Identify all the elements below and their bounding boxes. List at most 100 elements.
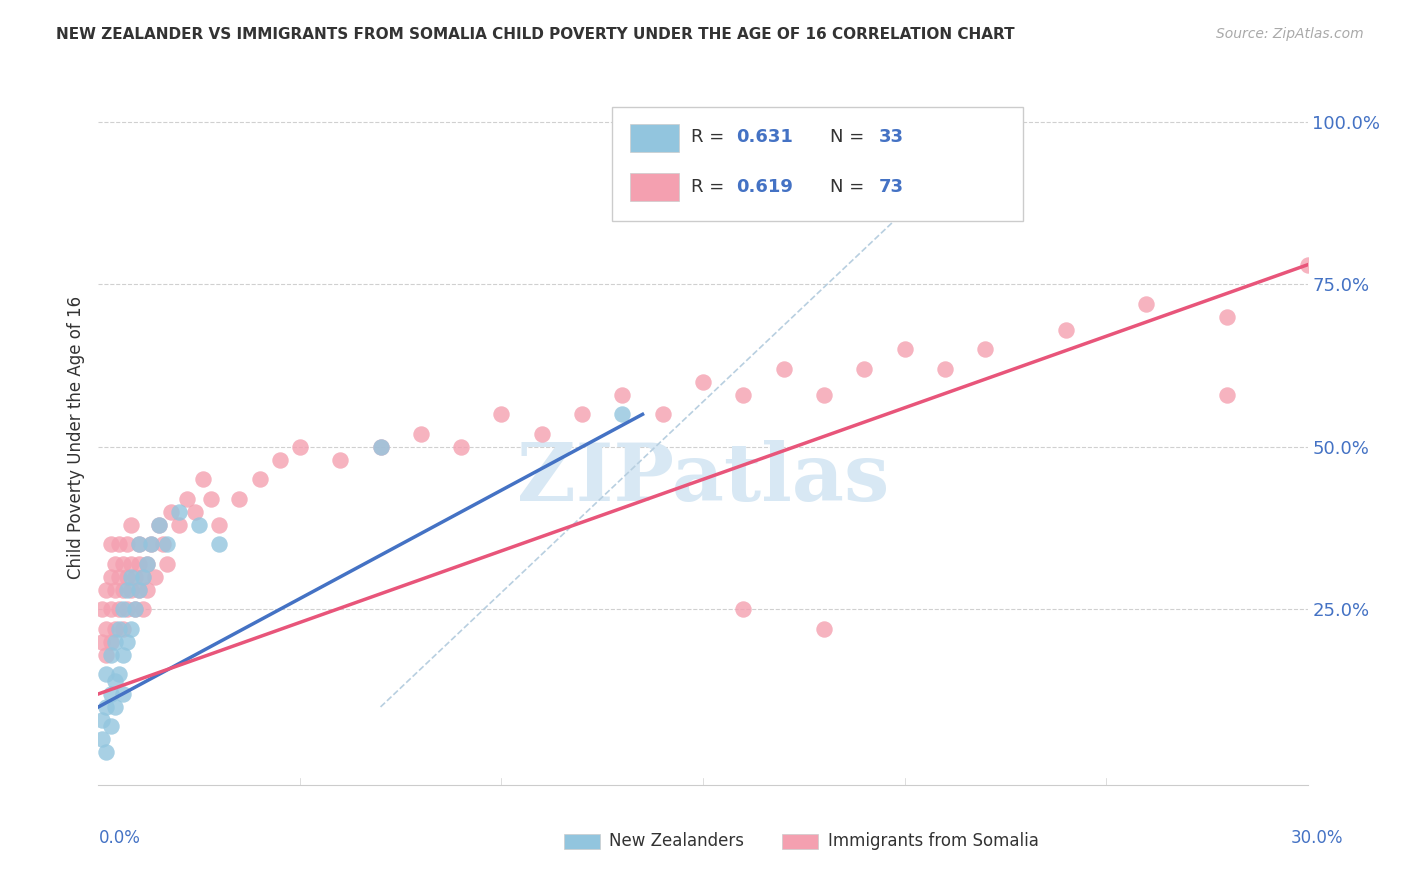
FancyBboxPatch shape [564,834,600,849]
Point [193,472,215,486]
Point [100,648,122,662]
Point [1216,310,1239,324]
Point [1054,323,1077,337]
Point [132,570,155,584]
Point [208,537,231,551]
Point [91,732,114,747]
Point [228,491,250,506]
Point [813,622,835,636]
Point [167,517,190,532]
Point [111,557,134,571]
Point [188,517,211,532]
Point [128,537,150,551]
Text: 0.0%: 0.0% [98,830,141,847]
Point [176,491,198,506]
Point [107,667,129,681]
Point [934,361,956,376]
Point [128,582,150,597]
Point [530,426,553,441]
Text: R =: R = [690,178,730,195]
Y-axis label: Child Poverty Under the Age of 16: Child Poverty Under the Age of 16 [66,295,84,579]
Point [103,622,125,636]
Text: 30.0%: 30.0% [1291,830,1343,847]
Point [128,557,150,571]
Text: R =: R = [690,128,730,145]
Point [692,375,714,389]
Point [139,537,162,551]
Point [103,700,125,714]
Point [91,713,114,727]
Point [96,648,118,662]
Point [115,537,138,551]
Point [135,582,157,597]
Point [651,407,673,421]
Point [612,388,634,402]
Point [135,557,157,571]
Text: NEW ZEALANDER VS IMMIGRANTS FROM SOMALIA CHILD POVERTY UNDER THE AGE OF 16 CORRE: NEW ZEALANDER VS IMMIGRANTS FROM SOMALIA… [56,27,1015,42]
Point [571,407,593,421]
Text: N =: N = [830,128,870,145]
Point [100,687,122,701]
Point [120,622,142,636]
Point [208,517,231,532]
Point [107,602,129,616]
Text: Immigrants from Somalia: Immigrants from Somalia [828,831,1039,849]
FancyBboxPatch shape [782,834,818,849]
Point [103,557,125,571]
Point [96,582,118,597]
Point [491,407,513,421]
Text: New Zealanders: New Zealanders [609,831,744,849]
Point [288,440,311,454]
Point [115,635,138,649]
Point [167,505,190,519]
Point [132,602,155,616]
Point [135,557,157,571]
Text: 73: 73 [879,178,903,195]
Point [143,570,166,584]
Point [1135,297,1157,311]
Point [148,517,170,532]
FancyBboxPatch shape [630,173,679,201]
Point [124,602,146,616]
Point [115,570,138,584]
Text: 0.631: 0.631 [735,128,793,145]
Point [139,537,162,551]
Point [813,388,835,402]
Text: ZIPatlas: ZIPatlas [517,440,889,518]
Point [269,453,291,467]
Point [96,667,118,681]
Point [132,570,155,584]
Text: 33: 33 [879,128,903,145]
Point [96,700,118,714]
Point [200,491,222,506]
Point [1216,388,1239,402]
Point [100,537,122,551]
Point [111,687,134,701]
Point [103,673,125,688]
Point [100,719,122,733]
Point [853,361,876,376]
Point [111,582,134,597]
Point [91,635,114,649]
Point [91,602,114,616]
Point [612,407,634,421]
Point [107,622,129,636]
Point [96,746,118,760]
Point [370,440,392,454]
Point [1296,258,1319,272]
Point [370,440,392,454]
Point [733,602,755,616]
Point [115,582,138,597]
Point [184,505,207,519]
Point [120,517,142,532]
Point [120,557,142,571]
Point [100,635,122,649]
Point [893,343,915,357]
Point [96,622,118,636]
Text: N =: N = [830,178,870,195]
Point [156,537,179,551]
FancyBboxPatch shape [613,106,1024,221]
Point [974,343,997,357]
Point [107,537,129,551]
FancyBboxPatch shape [630,124,679,152]
